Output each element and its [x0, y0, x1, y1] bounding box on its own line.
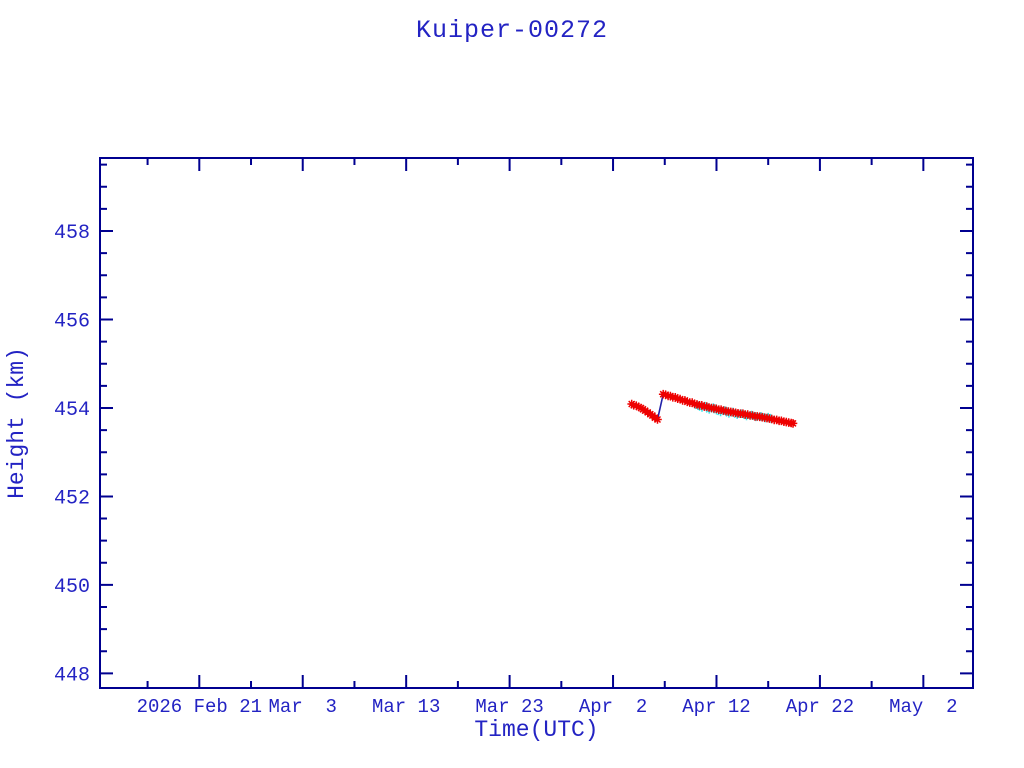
- primary-track-markers: [627, 389, 798, 428]
- x-tick-label: Mar 23: [475, 696, 543, 718]
- x-tick-label: Apr 22: [786, 696, 854, 718]
- x-tick-label: Apr 12: [682, 696, 750, 718]
- axis-ticks: [100, 158, 973, 688]
- y-tick-label: 458: [54, 222, 90, 245]
- x-tick-label: Mar 13: [372, 696, 440, 718]
- x-tick-label: Apr 2: [579, 696, 647, 718]
- x-tick-label: May 2: [889, 696, 957, 718]
- y-tick-label: 450: [54, 576, 90, 599]
- x-tick-label: 2026 Feb 21: [137, 696, 262, 718]
- x-tick-label: Mar 3: [269, 696, 337, 718]
- y-axis-title: Height (km): [4, 347, 30, 499]
- y-tick-label: 448: [54, 664, 90, 687]
- x-axis-title: Time(UTC): [474, 717, 599, 743]
- y-tick-label: 456: [54, 310, 90, 333]
- axes-box: [99, 157, 974, 689]
- y-tick-label: 452: [54, 487, 90, 510]
- y-tick-label: 454: [54, 399, 90, 422]
- chart-title: Kuiper-00272: [415, 16, 609, 45]
